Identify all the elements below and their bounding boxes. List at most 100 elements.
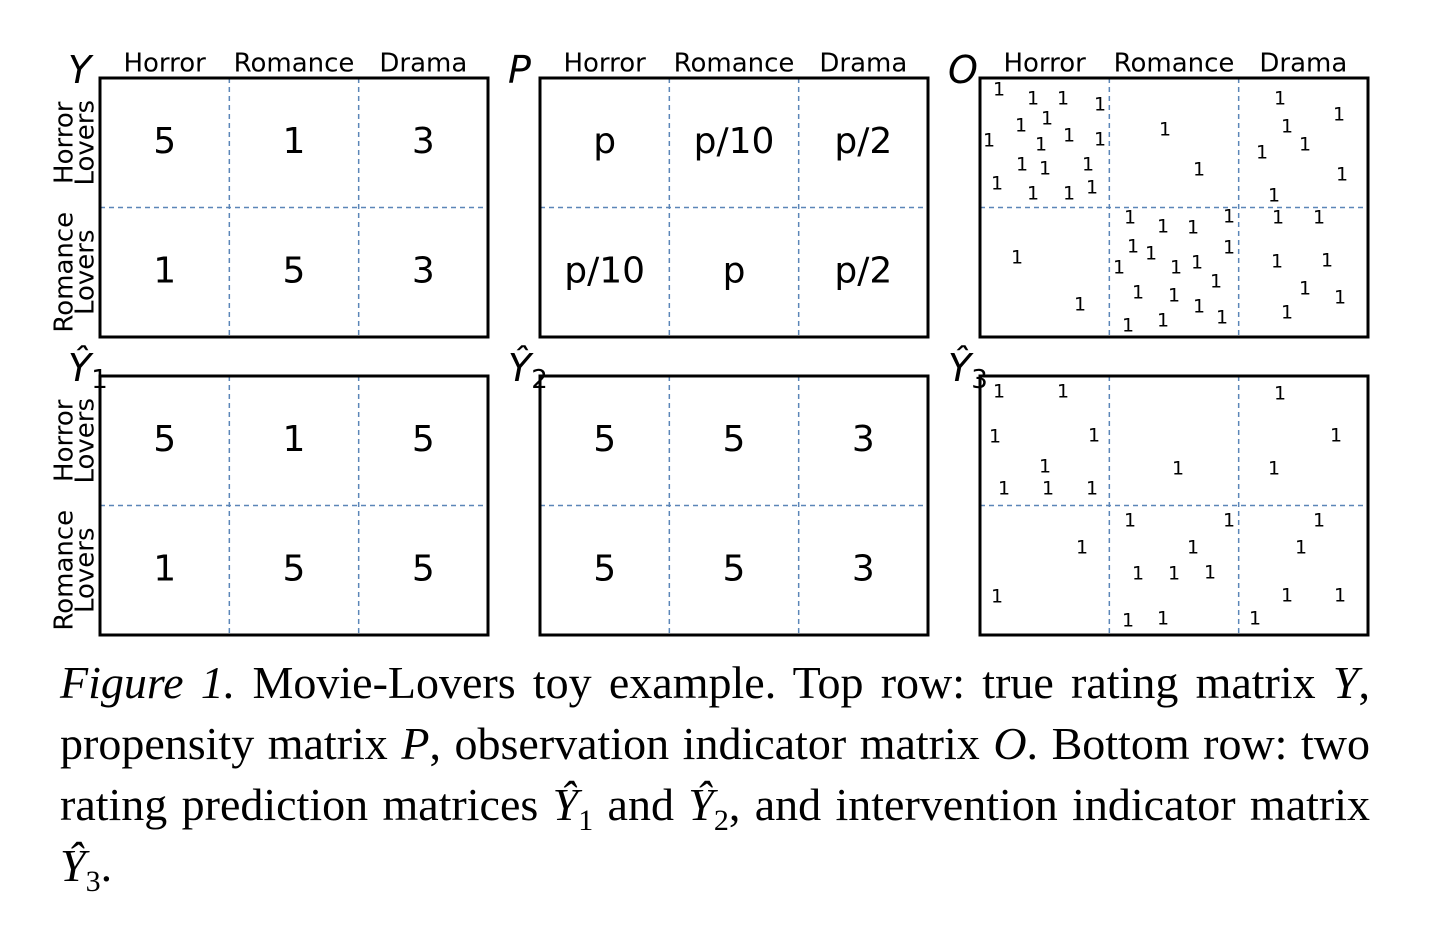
cell-value: 5 (723, 548, 746, 589)
indicator: 1 (1210, 271, 1222, 293)
indicator: 1 (1124, 510, 1136, 532)
matrix-frame (978, 374, 1370, 637)
indicator: 1 (1015, 115, 1027, 137)
cell-value: p/10 (694, 121, 775, 162)
symbol: Y (68, 48, 94, 92)
text: Ŷ (688, 779, 714, 830)
cell-value: 1 (283, 121, 306, 162)
indicator: 1 (1039, 456, 1051, 478)
caption-text: , observation indicator matrix (429, 718, 993, 769)
cell-value: 3 (852, 419, 875, 460)
indicator: 1 (1011, 247, 1023, 269)
text: , and intervention indicator matrix (728, 779, 1370, 830)
row-label: HorrorLovers (49, 100, 100, 186)
indicator: 1 (1041, 108, 1053, 130)
indicator: 1 (1027, 183, 1039, 205)
matrix-frame (538, 76, 930, 339)
matrix-symbol: O (948, 48, 978, 92)
column-header: Horror (1003, 49, 1086, 79)
indicator: 1 (1223, 206, 1235, 228)
indicator: 1 (1271, 251, 1283, 273)
cell-value: p/2 (834, 250, 892, 291)
math-symbol: Y (1333, 657, 1359, 708)
indicator: 1 (1042, 478, 1054, 500)
row-label: RomanceLovers (49, 212, 100, 333)
indicator: 1 (1088, 425, 1100, 447)
text: O (993, 718, 1027, 769)
row-label-line: Lovers (70, 398, 100, 484)
indicator: 1 (1086, 478, 1098, 500)
symbol: Ŷ (948, 346, 974, 390)
cell-value: p/10 (564, 250, 645, 291)
indicator: 1 (1334, 585, 1346, 607)
cell-value: 1 (153, 548, 176, 589)
text: P (401, 718, 430, 769)
cell-value: 5 (593, 548, 616, 589)
cell-value: 5 (593, 419, 616, 460)
column-header: Horror (563, 49, 646, 79)
indicator: 1 (1313, 510, 1325, 532)
indicator: 1 (1086, 177, 1098, 199)
column-header: Drama (819, 49, 907, 79)
symbol: O (948, 48, 978, 92)
indicator: 1 (1191, 252, 1203, 274)
caption-text: . (101, 840, 113, 891)
indicator: 1 (1281, 116, 1293, 138)
cell-value: 5 (153, 419, 176, 460)
indicator: 1 (1057, 88, 1069, 110)
caption-text: , and intervention indicator matrix (729, 779, 1370, 830)
cell-value: 3 (852, 548, 875, 589)
indicator: 1 (1268, 185, 1280, 207)
matrix-frame (978, 76, 1370, 339)
indicator: 1 (1256, 142, 1268, 164)
subscript: 3 (85, 865, 101, 899)
column-header: Drama (379, 49, 467, 79)
text: Ŷ (60, 840, 86, 891)
caption-text: Movie-Lovers toy example. Top row: true … (235, 657, 1333, 708)
indicator: 1 (1313, 207, 1325, 229)
row-label-line: Horror (49, 101, 79, 184)
indicator: 1 (1268, 458, 1280, 480)
indicator: 1 (1299, 278, 1311, 300)
symbol: Ŷ (68, 346, 94, 390)
subscript: 1 (578, 804, 594, 838)
matrix-symbol: Ŷ1 (68, 346, 108, 395)
cell-value: 5 (283, 548, 306, 589)
caption: Figure 1. Movie-Lovers toy example. Top … (60, 652, 1370, 897)
indicator: 1 (1132, 563, 1144, 585)
cell-value: 5 (153, 121, 176, 162)
math-symbol: P (401, 718, 429, 769)
column-header: Romance (1114, 49, 1235, 79)
indicator: 1 (1295, 537, 1307, 559)
indicator: 1 (1157, 310, 1169, 332)
indicator: 1 (1249, 608, 1261, 630)
indicator: 1 (1274, 383, 1286, 405)
row-label: HorrorLovers (49, 398, 100, 484)
row-label-line: Lovers (70, 527, 100, 613)
cell-value: 5 (412, 419, 435, 460)
indicator: 1 (1223, 510, 1235, 532)
indicator: 1 (1094, 129, 1106, 151)
indicator: 1 (1094, 94, 1106, 116)
row-label: RomanceLovers (49, 510, 100, 631)
indicator: 1 (1063, 125, 1075, 147)
text: , observation indicator matrix (429, 718, 994, 769)
indicator: 1 (1216, 307, 1228, 329)
math-symbol: Ŷ3 (60, 840, 101, 897)
subscript: 2 (713, 804, 729, 838)
indicator: 1 (1274, 88, 1286, 110)
matrix-symbol: Y (68, 48, 94, 92)
cell-value: p (723, 250, 746, 291)
figure: Horror Romance Drama Horror Romance Drama Horr… (49, 48, 1370, 637)
indicator: 1 (1334, 287, 1346, 309)
matrix-symbol: P (508, 48, 531, 92)
indicator: 1 (1172, 458, 1184, 480)
row-label-line: Horror (49, 399, 79, 482)
indicator: 1 (1168, 285, 1180, 307)
matrix-frame (98, 374, 490, 637)
text: and (593, 779, 689, 830)
indicator: 1 (1299, 134, 1311, 156)
indicator: 1 (993, 79, 1005, 101)
indicator: 1 (1223, 237, 1235, 259)
row-label-line: Lovers (70, 229, 100, 315)
